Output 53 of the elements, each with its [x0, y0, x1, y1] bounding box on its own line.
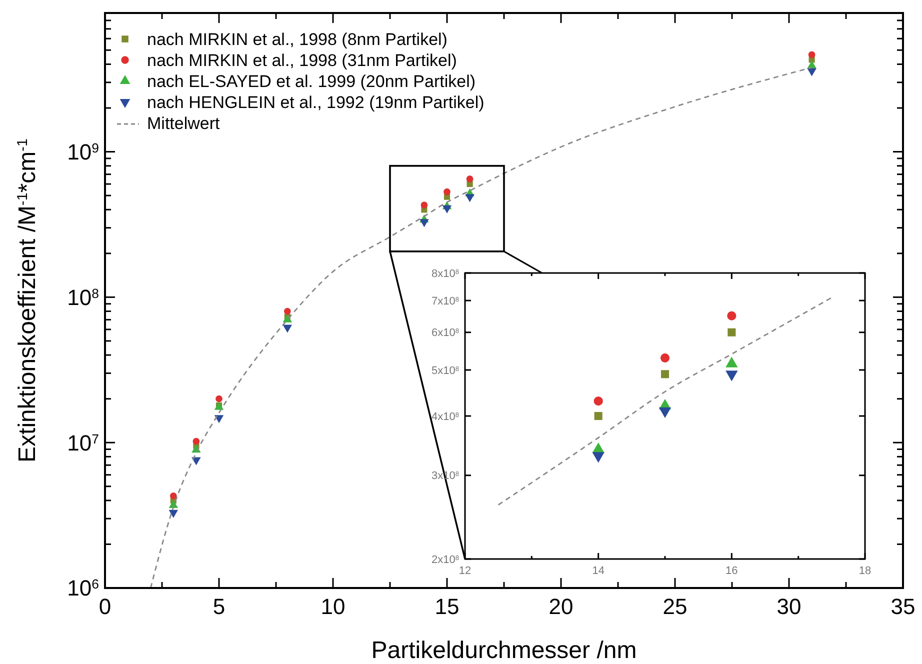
y-tick-label: 6x10$^{8}$ — [431, 327, 460, 340]
y-tick-label: 2x10$^{8}$ — [431, 554, 460, 566]
y-tick-label: 5x10$^{8}$ — [431, 364, 460, 377]
point — [420, 202, 428, 208]
x-tick-label: 20 — [548, 594, 574, 619]
x-tick-label: 5 — [212, 594, 226, 619]
point — [660, 370, 670, 378]
x-tick-label: 15 — [434, 594, 460, 619]
point — [444, 188, 450, 196]
x-tick-label: 25 — [662, 594, 688, 619]
legend-label: nach EL-SAYED et al. 1999 (20nm Partikel) — [147, 72, 476, 91]
point — [466, 176, 474, 182]
point — [594, 412, 602, 420]
y-tick-label: 7x10$^{8}$ — [431, 295, 460, 308]
point — [592, 452, 604, 463]
point — [660, 353, 670, 362]
y-tick-label: 10$^{8}$ — [67, 284, 99, 310]
x-tick-label: 16 — [726, 565, 738, 577]
legend-label: nach HENGLEIN et al., 1992 (19nm Partikel) — [147, 93, 484, 112]
point — [420, 219, 429, 228]
point — [808, 51, 816, 58]
legend-label: Mittelwert — [147, 114, 220, 133]
x-tick-label: 0 — [98, 594, 112, 619]
point — [282, 324, 292, 333]
point — [594, 396, 603, 406]
point — [168, 510, 178, 518]
point — [658, 407, 672, 418]
line-series — [498, 296, 832, 506]
point — [192, 438, 200, 445]
x-axis-title: Partikeldurchmesser /nm — [371, 637, 637, 664]
point — [214, 415, 224, 424]
x-tick-label: 12 — [458, 565, 472, 577]
x-tick-label: 10 — [320, 594, 346, 619]
y-tick-label: 10$^{9}$ — [67, 139, 99, 164]
x-tick-label: 35 — [890, 594, 916, 619]
y-tick-label: 8x10$^{8}$ — [431, 268, 460, 280]
point — [728, 328, 736, 336]
x-tick-label: 18 — [858, 565, 872, 577]
x-tick-label: 14 — [592, 565, 604, 577]
y-tick-label: 10$^{6}$ — [67, 576, 99, 601]
point — [284, 308, 291, 315]
point — [170, 492, 177, 500]
y-tick-label: 4x10$^{8}$ — [431, 410, 460, 423]
point — [442, 205, 452, 214]
point — [727, 311, 736, 320]
point — [192, 457, 201, 466]
y-tick-label: 10$^{7}$ — [67, 430, 99, 456]
x-tick-label: 30 — [776, 594, 802, 619]
point — [465, 194, 474, 202]
point — [807, 68, 816, 76]
legend-label: nach MIRKIN et al., 1998 (31nm Partikel) — [147, 51, 457, 70]
point — [216, 395, 222, 402]
legend-label: nach MIRKIN et al., 1998 (8nm Partikel) — [147, 30, 448, 49]
